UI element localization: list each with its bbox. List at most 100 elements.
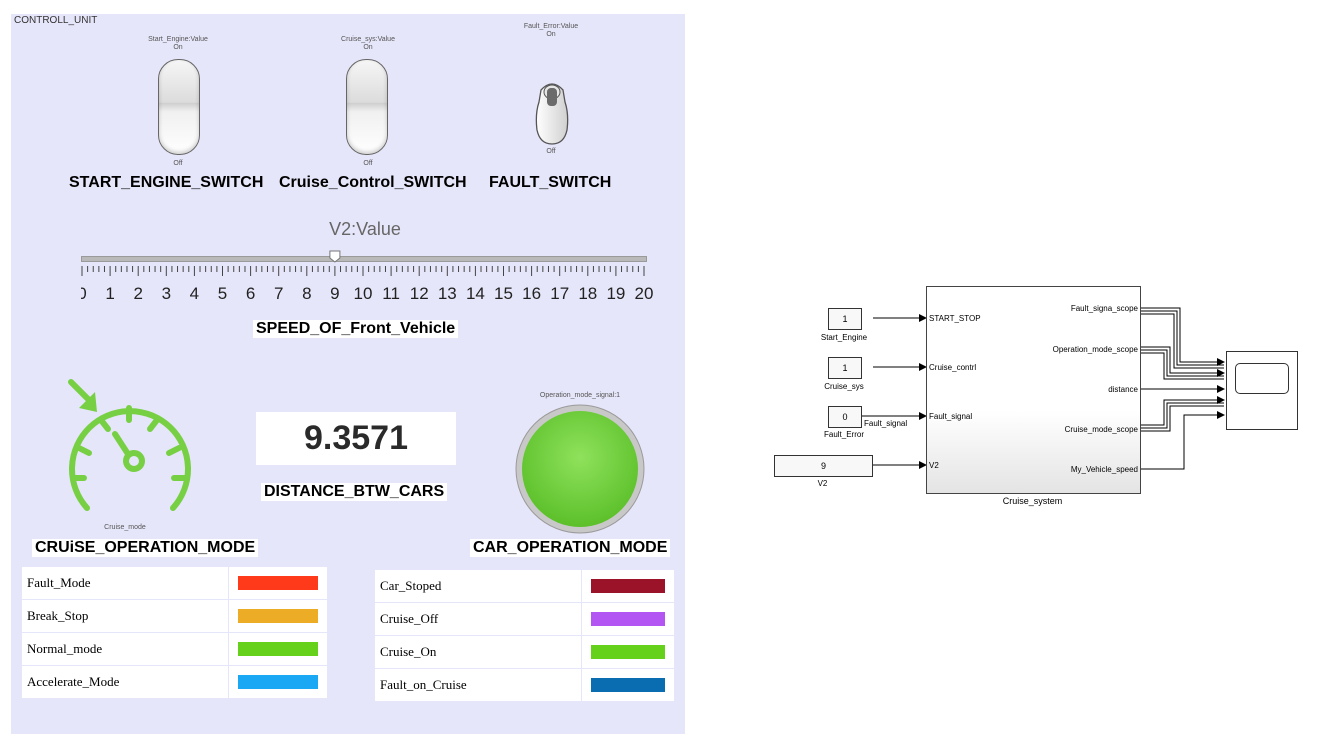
operation-mode-lamp: [515, 404, 645, 534]
cruise-operation-mode-label: CRUiSE_OPERATION_MODE: [32, 539, 259, 557]
legend-color-swatch: [591, 612, 665, 626]
car-mode-legend: Car_Stoped Cruise_Off Cruise_On Fault_on_Cr…: [374, 569, 675, 702]
slider-tick-label: 11: [382, 284, 400, 303]
fault-error-constant-block[interactable]: 0: [828, 406, 862, 428]
slider-tick-label: 17: [550, 284, 569, 303]
cruise-control-rocker-switch[interactable]: [346, 59, 388, 155]
subsystem-input-v2: V2: [929, 461, 939, 470]
legend-row: Fault_on_Cruise: [374, 668, 675, 702]
legend-label: Cruise_On: [374, 635, 582, 669]
subsystem-input-cruise-contrl: Cruise_contrl: [929, 363, 977, 372]
subsystem-input-fault-signal: Fault_signal: [929, 412, 973, 421]
slider-tick-label: 12: [410, 284, 429, 303]
legend-label: Break_Stop: [21, 599, 229, 633]
cruise-control-switch-label: Cruise_Control_SWITCH: [279, 174, 467, 191]
fault-switch-caption: Fault_Error:Value: [523, 23, 579, 30]
subsystem-name: Cruise_system: [1002, 496, 1063, 506]
start-switch-caption: Start_Engine:Value: [148, 36, 208, 43]
legend-label: Normal_mode: [21, 632, 229, 666]
start-engine-block-name: Start_Engine: [820, 333, 868, 342]
distance-display: 9.3571: [256, 412, 456, 465]
v2-block-value: 9: [820, 461, 826, 471]
legend-color-swatch: [238, 642, 318, 656]
start-engine-constant-block[interactable]: 1: [828, 308, 862, 330]
simulink-diagram: 1 Start_Engine 1 Cruise_sys 0 Fault_Erro…: [760, 280, 1320, 520]
start-switch-off-label: Off: [173, 160, 183, 167]
start-switch-on-label: On: [173, 44, 183, 51]
legend-row: Cruise_Off: [374, 602, 675, 636]
car-operation-mode-label: CAR_OPERATION_MODE: [470, 539, 671, 557]
slider-tick-label: 3: [162, 284, 171, 303]
cruise-switch-caption: Cruise_sys:Value: [341, 36, 395, 43]
start-engine-rocker-switch[interactable]: [158, 59, 200, 155]
speed-slider-track[interactable]: [81, 256, 647, 262]
cruise-system-subsystem-block[interactable]: START_STOP Cruise_contrl Fault_signal V2…: [926, 286, 1141, 494]
legend-swatch-cell: [228, 632, 328, 666]
fault-error-block-name: Fault_Error: [823, 430, 864, 439]
slider-title: V2:Value: [329, 219, 401, 239]
panel-title: CONTROLL_UNIT: [14, 15, 98, 26]
legend-row: Fault_Mode: [21, 566, 328, 600]
fault-error-constant-value: 0: [842, 412, 848, 422]
slider-tick-label: 15: [494, 284, 513, 303]
legend-label: Car_Stoped: [374, 569, 582, 603]
legend-label: Cruise_Off: [374, 602, 582, 636]
gauge-caption: Cruise_mode: [104, 524, 146, 531]
legend-swatch-cell: [228, 599, 328, 633]
speedometer-icon: [68, 379, 191, 511]
speed-slider-scale: 0 1 2 3 4 5 6 7 8 9 10 11 12 13 14 15 16 17 18 19 20: [81, 250, 654, 303]
fault-toggle-switch[interactable]: [533, 80, 571, 146]
slider-tick-label: 1: [105, 284, 114, 303]
legend-swatch-cell: [581, 668, 675, 702]
slider-tick-label: 5: [218, 284, 227, 303]
start-engine-constant-value: 1: [842, 314, 848, 324]
start-engine-switch-label: START_ENGINE_SWITCH: [69, 174, 264, 191]
legend-color-swatch: [591, 678, 665, 692]
legend-color-swatch: [238, 675, 318, 689]
legend-swatch-cell: [581, 635, 675, 669]
legend-color-swatch: [238, 576, 318, 590]
subsystem-output-distance: distance: [1108, 385, 1138, 394]
scope-icon: [1235, 363, 1289, 394]
legend-label: Fault_Mode: [21, 566, 229, 600]
slider-tick-label: 14: [466, 284, 485, 303]
legend-label: Fault_on_Cruise: [374, 668, 582, 702]
legend-swatch-cell: [581, 569, 675, 603]
slider-tick-label: 2: [133, 284, 142, 303]
legend-label: Accelerate_Mode: [21, 665, 229, 699]
distance-label: DISTANCE_BTW_CARS: [261, 483, 448, 501]
legend-swatch-cell: [228, 665, 328, 699]
cruise-sys-constant-value: 1: [842, 363, 848, 373]
fault-switch-on-label: On: [546, 31, 556, 38]
legend-row: Break_Stop: [21, 599, 328, 633]
subsystem-output-operation-mode-scope: Operation_mode_scope: [1052, 345, 1138, 354]
slider-tick-label: 4: [190, 284, 199, 303]
slider-tick-label: 20: [635, 284, 654, 303]
cruise-sys-block-name: Cruise_sys: [824, 382, 864, 391]
v2-block-name: V2: [817, 479, 828, 488]
slider-tick-label: 16: [522, 284, 541, 303]
slider-tick-label: 19: [606, 284, 625, 303]
legend-row: Normal_mode: [21, 632, 328, 666]
subsystem-output-cruise-mode-scope: Cruise_mode_scope: [1064, 425, 1138, 434]
scope-block[interactable]: [1226, 351, 1298, 430]
speed-slider-thumb[interactable]: [329, 250, 341, 263]
legend-row: Accelerate_Mode: [21, 665, 328, 699]
slider-tick-label: 9: [330, 284, 339, 303]
v2-slider-block[interactable]: 9: [774, 455, 873, 477]
fault-switch-off-label: Off: [546, 148, 556, 155]
slider-tick-label: 0: [81, 284, 87, 303]
slider-tick-label: 10: [354, 284, 373, 303]
cruise-mode-legend: Fault_Mode Break_Stop Normal_mode Accelerat…: [21, 566, 328, 699]
cruise-sys-constant-block[interactable]: 1: [828, 357, 862, 379]
speed-slider-label: SPEED_OF_Front_Vehicle: [253, 320, 459, 338]
lamp-caption: Operation_mode_signal:1: [539, 392, 621, 399]
cruise-switch-on-label: On: [363, 44, 373, 51]
fault-switch-label: FAULT_SWITCH: [489, 174, 612, 191]
legend-row: Cruise_On: [374, 635, 675, 669]
slider-tick-label: 8: [302, 284, 311, 303]
subsystem-output-vehicle-speed: My_Vehicle_speed: [1070, 465, 1138, 474]
slider-tick-label: 13: [438, 284, 457, 303]
slider-tick-label: 18: [578, 284, 597, 303]
slider-tick-label: 7: [274, 284, 283, 303]
